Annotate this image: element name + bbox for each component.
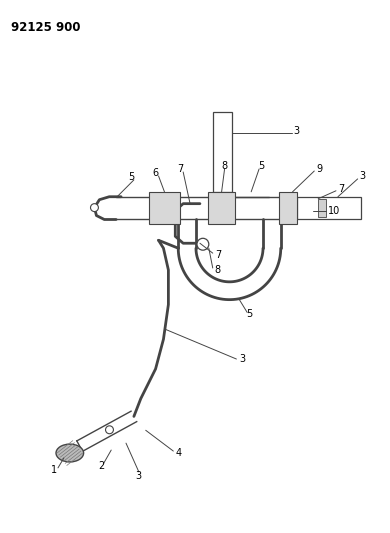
Text: 10: 10 [328, 206, 340, 215]
Ellipse shape [56, 444, 83, 462]
Text: 3: 3 [136, 471, 142, 481]
Text: 9: 9 [316, 164, 323, 174]
Text: 3: 3 [360, 171, 366, 181]
Text: 5: 5 [246, 310, 252, 319]
Text: 8: 8 [222, 161, 228, 171]
Bar [296, 197, 361, 219]
Text: 3: 3 [239, 354, 245, 364]
Bar [149, 192, 180, 224]
Text: 7: 7 [177, 164, 183, 174]
Text: 2: 2 [98, 461, 105, 471]
Text: 5: 5 [258, 161, 264, 171]
Text: 7: 7 [338, 184, 344, 194]
Text: 1: 1 [51, 465, 57, 475]
Bar [213, 111, 232, 192]
Text: 92125 900: 92125 900 [11, 21, 80, 34]
Text: 4: 4 [175, 448, 181, 458]
Bar [318, 199, 326, 216]
Text: 6: 6 [152, 168, 159, 178]
Circle shape [90, 204, 98, 212]
Bar [279, 192, 296, 224]
Circle shape [106, 426, 113, 434]
Bar [208, 192, 236, 224]
Text: 7: 7 [215, 250, 221, 260]
Text: 8: 8 [215, 265, 221, 275]
Text: 3: 3 [294, 126, 300, 136]
Text: 5: 5 [128, 172, 134, 182]
Circle shape [197, 238, 209, 250]
